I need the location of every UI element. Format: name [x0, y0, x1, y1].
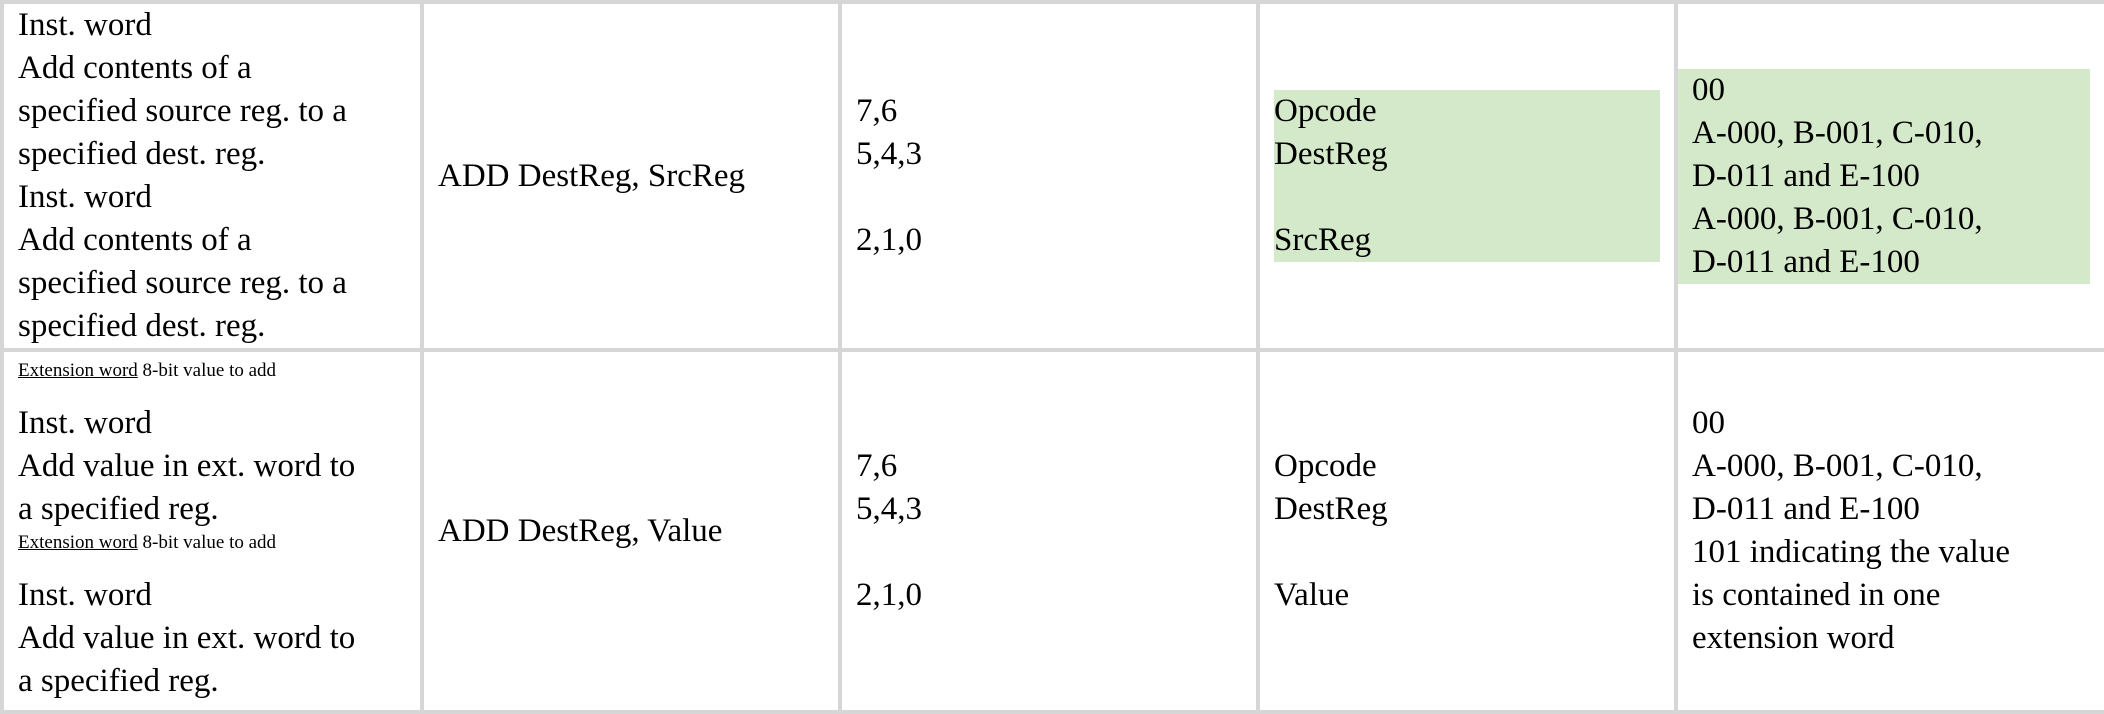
value-line: D-011 and E-100: [1692, 243, 1920, 280]
bit-positions: 2,1,0: [856, 577, 922, 613]
extension-label: Extension word: [18, 360, 138, 381]
values-cell: 00 A-000, B-001, C-010, D-011 and E-100 …: [1674, 348, 2104, 714]
bit-positions: 7,6: [856, 93, 898, 129]
description-line: Inst. word: [18, 179, 152, 215]
fields-cell: Opcode DestReg SrcReg: [1256, 0, 1678, 352]
description-line: Inst. word: [18, 405, 152, 441]
bits-cell: 7,6 5,4,3 2,1,0: [838, 0, 1260, 352]
extension-label: Extension word: [18, 532, 138, 553]
description-line: specified source reg. to a: [18, 265, 347, 301]
description-cell: Extension word 8-bit value to add Inst. …: [0, 348, 424, 714]
field-name: Value: [1274, 577, 1350, 613]
field-name: Opcode: [1274, 93, 1377, 129]
value-line: D-011 and E-100: [1692, 157, 1920, 194]
instruction-syntax: ADD DestReg, SrcReg: [438, 157, 746, 194]
field-name: SrcReg: [1274, 222, 1372, 258]
description-line: a specified reg.: [18, 491, 219, 527]
description-line: specified source reg. to a: [18, 93, 347, 129]
extension-text: 8-bit value to add: [137, 360, 277, 381]
value-line: A-000, B-001, C-010,: [1692, 114, 1983, 151]
value-line: 00: [1692, 405, 1725, 441]
syntax-cell: ADD DestReg, SrcReg: [420, 0, 842, 352]
bit-positions: 5,4,3: [856, 491, 922, 527]
bit-positions: 2,1,0: [856, 222, 922, 258]
extension-note: Extension word 8-bit value to add: [18, 359, 406, 382]
value-line: 00: [1692, 71, 1725, 108]
value-highlight: 00 A-000, B-001, C-010, D-011 and E-100 …: [1680, 68, 2090, 284]
bits-cell: 7,6 5,4,3 2,1,0: [838, 348, 1260, 714]
description-line: Add value in ext. word to: [18, 448, 356, 484]
description-line: specified dest. reg.: [18, 308, 266, 344]
description-line: specified dest. reg.: [18, 136, 266, 172]
table-row: Extension word 8-bit value to add Inst. …: [0, 348, 2104, 714]
extension-text: 8-bit value to add: [137, 532, 277, 553]
values-cell: 00 A-000, B-001, C-010, D-011 and E-100 …: [1674, 0, 2104, 352]
extension-note: Extension word 8-bit value to add: [18, 531, 406, 554]
value-line: A-000, B-001, C-010,: [1692, 200, 1983, 237]
table-row: Inst. word Add contents of a specified s…: [0, 0, 2104, 352]
description-line: Inst. word: [18, 577, 152, 613]
value-line: is contained in one: [1692, 577, 1941, 613]
description-line: a specified reg.: [18, 663, 219, 699]
description-cell: Inst. word Add contents of a specified s…: [0, 0, 424, 352]
instruction-syntax: ADD DestReg, Value: [438, 512, 723, 549]
bit-positions: 5,4,3: [856, 136, 922, 172]
field-name: DestReg: [1274, 136, 1388, 172]
field-highlight: Opcode DestReg SrcReg: [1274, 90, 1660, 262]
description-line: Add value in ext. word to: [18, 620, 356, 656]
value-line: extension word: [1692, 620, 1895, 656]
description-line: Add contents of a: [18, 222, 252, 258]
syntax-cell: ADD DestReg, Value: [420, 348, 842, 714]
value-line: 101 indicating the value: [1692, 534, 2010, 570]
field-name: Opcode: [1274, 448, 1377, 484]
description-line: Inst. word: [18, 7, 152, 43]
value-line: D-011 and E-100: [1692, 491, 1920, 527]
field-name: DestReg: [1274, 491, 1388, 527]
description-line: Add contents of a: [18, 50, 252, 86]
bit-positions: 7,6: [856, 448, 898, 484]
value-line: A-000, B-001, C-010,: [1692, 448, 1983, 484]
fields-cell: Opcode DestReg Value: [1256, 348, 1678, 714]
